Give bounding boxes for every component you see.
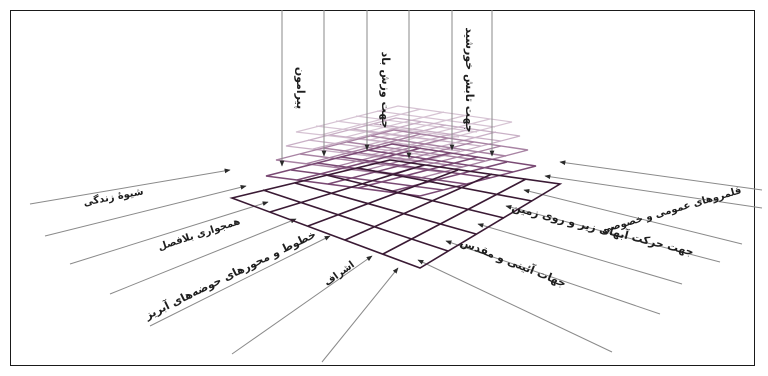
left-line-7 <box>321 267 399 363</box>
left-line-4 <box>109 218 297 295</box>
left-radiating-lines <box>29 168 399 363</box>
grid-layer-5 <box>295 105 513 147</box>
label-ritual-directions: جهات آئینی و مقدس <box>458 235 568 290</box>
left-line-1 <box>29 168 231 205</box>
label-surroundings: پیرامون <box>294 67 307 109</box>
left-line-6 <box>231 255 373 355</box>
right-line-1 <box>559 160 763 191</box>
label-wind-direction: جهت وزش باد <box>379 52 392 129</box>
label-neighborhood: همجواری بلافصل <box>157 216 242 253</box>
left-line-2 <box>44 184 247 237</box>
vertical-arrows <box>279 10 495 167</box>
left-line-5 <box>149 235 331 327</box>
grid-layer-3 <box>275 129 529 179</box>
right-line-2 <box>544 174 763 209</box>
label-sun-direction: جهت تابش خورشید <box>463 27 476 132</box>
right-line-5 <box>477 223 683 285</box>
label-lifestyle: شیوهٔ زندگی <box>82 184 144 208</box>
label-nobility: اشراف <box>322 259 356 288</box>
right-line-3 <box>523 188 743 245</box>
left-line-3 <box>69 201 269 265</box>
right-radiating-lines <box>417 160 763 353</box>
grid-layer-2 <box>265 143 537 197</box>
right-line-4 <box>505 205 721 263</box>
grid-layer-1 <box>229 159 563 269</box>
right-line-6 <box>445 240 661 315</box>
right-line-7 <box>417 259 613 353</box>
layered-grid <box>229 105 563 269</box>
